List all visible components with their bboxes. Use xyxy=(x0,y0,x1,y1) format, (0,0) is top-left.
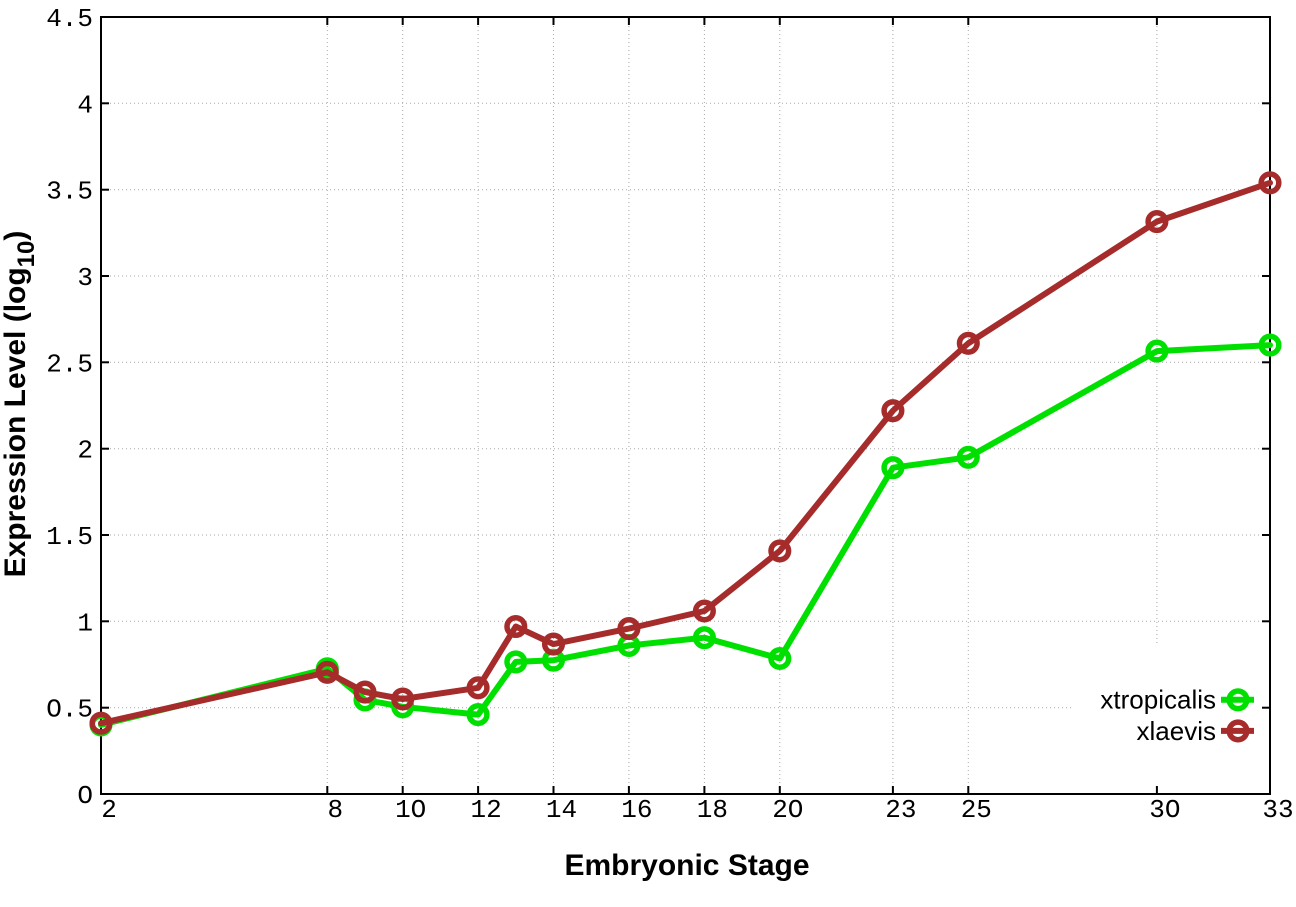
svg-text:14: 14 xyxy=(546,795,577,825)
svg-text:O: O xyxy=(77,781,93,811)
svg-text:25: 25 xyxy=(961,795,992,825)
svg-text:2: 2 xyxy=(101,795,117,825)
svg-text:O.5: O.5 xyxy=(46,695,93,725)
svg-text:3O: 3O xyxy=(1149,795,1180,825)
svg-text:2: 2 xyxy=(77,436,93,466)
svg-text:12: 12 xyxy=(470,795,501,825)
svg-text:16: 16 xyxy=(621,795,652,825)
svg-text:Embryonic Stage: Embryonic Stage xyxy=(564,849,809,882)
svg-text:4.5: 4.5 xyxy=(46,4,93,34)
svg-text:1.5: 1.5 xyxy=(46,522,93,552)
svg-text:1: 1 xyxy=(77,608,93,638)
svg-text:18: 18 xyxy=(697,795,728,825)
svg-text:8: 8 xyxy=(327,795,343,825)
svg-text:3: 3 xyxy=(77,263,93,293)
svg-text:33: 33 xyxy=(1262,795,1293,825)
svg-text:2.5: 2.5 xyxy=(46,349,93,379)
svg-text:1O: 1O xyxy=(395,795,426,825)
svg-text:xtropicalis: xtropicalis xyxy=(1100,685,1216,715)
svg-text:4: 4 xyxy=(77,90,93,120)
svg-text:3.5: 3.5 xyxy=(46,177,93,207)
svg-text:23: 23 xyxy=(885,795,916,825)
svg-text:2O: 2O xyxy=(772,795,803,825)
svg-text:xlaevis: xlaevis xyxy=(1137,716,1216,746)
